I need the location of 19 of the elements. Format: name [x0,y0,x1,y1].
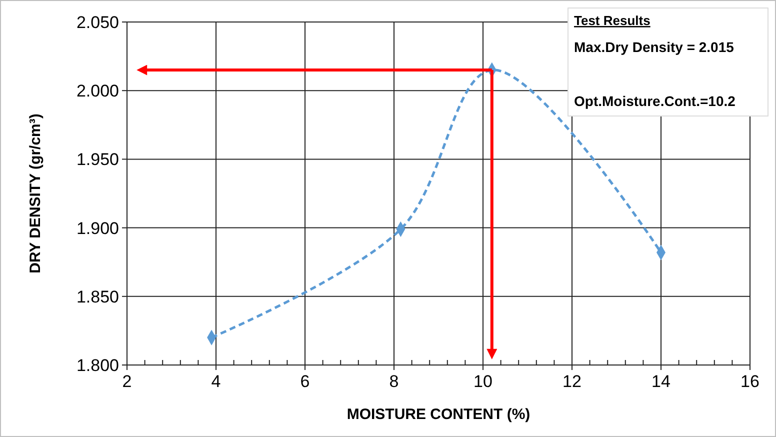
annotation: Max.Dry Density = 2.015 [574,39,734,55]
y-axis-title: DRY DENSITY (gr/cm³) [27,114,44,274]
x-tick-label: 6 [300,372,310,391]
y-tick-label: 1.850 [76,287,119,306]
x-tick-label: 10 [474,372,492,391]
y-tick-label: 1.800 [76,356,119,375]
y-tick-label: 1.900 [76,218,119,238]
x-tick-label: 4 [211,372,221,391]
x-tick-label: 8 [389,372,399,391]
x-tick-label: 16 [740,372,760,391]
x-axis-title: MOISTURE CONTENT (%) [346,406,530,423]
annotation: Test Results [574,13,650,28]
annotation: Opt.Moisture.Cont.=10.2 [574,93,736,109]
x-tick-label: 14 [652,372,670,391]
y-tick-label: 2.050 [76,12,119,32]
y-tick-label: 2.000 [76,82,119,101]
x-tick-label: 2 [122,372,132,391]
y-tick-label: 1.950 [76,150,119,170]
x-tick-label: 12 [562,372,582,391]
